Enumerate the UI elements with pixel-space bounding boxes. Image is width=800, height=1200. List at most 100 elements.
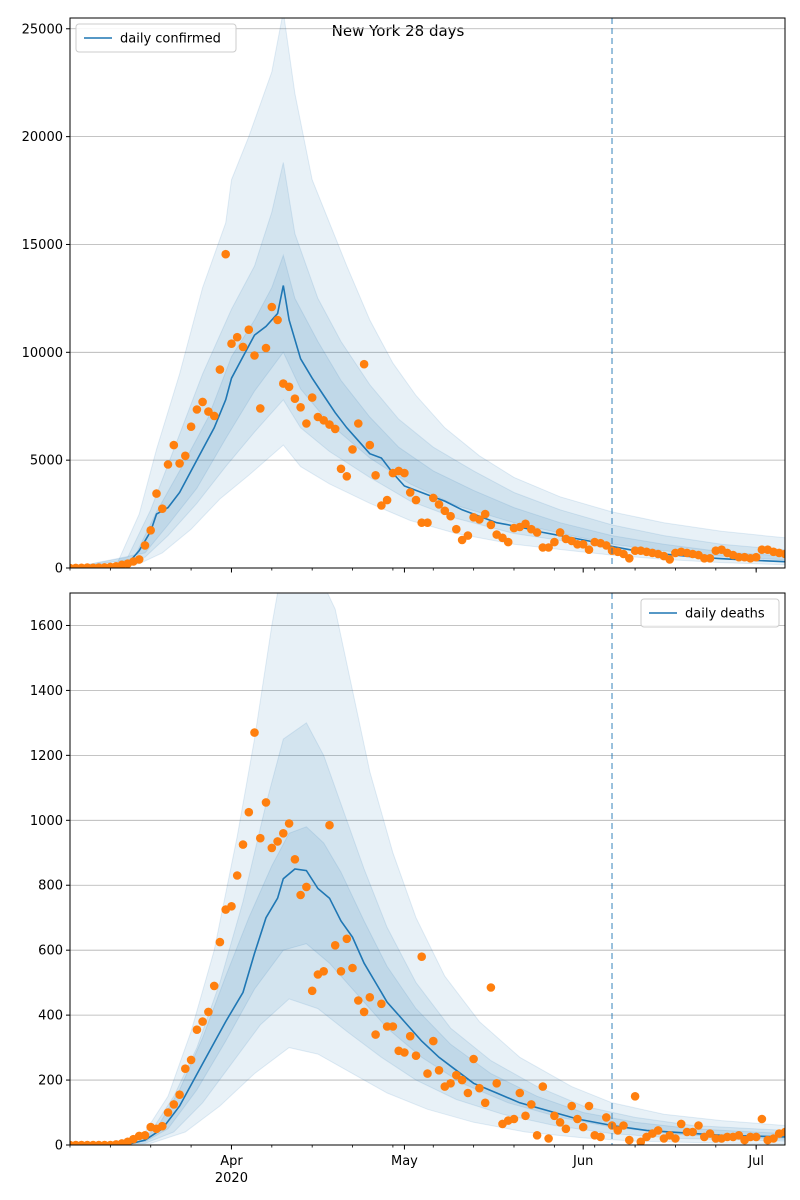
data-point [336,464,346,474]
y-tick-label: 0 [55,1139,63,1154]
data-point [215,365,225,374]
y-tick-label: 15000 [22,238,63,253]
data-point [423,518,432,527]
y-tick-label: 25000 [22,22,63,37]
legend-label: daily deaths [685,607,765,622]
data-point [521,1111,530,1121]
data-point [209,411,219,421]
data-point [209,981,219,991]
y-tick-label: 10000 [22,346,63,361]
data-point [227,339,236,349]
data-point [221,249,230,259]
data-point [400,1048,409,1057]
data-point [452,1070,461,1080]
data-point [255,833,265,843]
x-tick-label: Jun [572,1154,593,1169]
data-point [307,393,317,402]
confidence-band-middle [70,722,785,1145]
data-point [671,1134,680,1143]
data-point [348,445,357,454]
data-point [215,937,225,947]
y-tick-label: 1200 [30,749,63,764]
y-tick-label: 5000 [30,454,63,469]
data-point [290,855,300,864]
data-point [227,902,236,911]
confidence-band-outer [70,593,785,1145]
data-point [238,342,248,352]
data-point [158,1121,167,1131]
data-point [296,403,305,412]
data-point [429,1036,438,1046]
plot-frame [69,17,786,569]
data-point [255,404,265,413]
data-point [446,511,455,521]
data-point [377,501,386,510]
data-point [705,554,715,563]
data-point [411,495,421,505]
data-point [469,1054,478,1064]
y-tick-label: 20000 [22,130,63,145]
data-point [204,1007,213,1017]
confirmed-panel: 0 5000 10000 15000 20000 25000 daily confirmed [22,17,786,577]
data-point [296,890,305,900]
data-point [757,1114,767,1124]
data-point [532,528,542,537]
data-point [261,343,271,353]
data-point [140,1131,150,1140]
data-point [186,422,196,432]
data-point [613,1126,623,1135]
data-point [192,405,202,414]
data-point [550,1111,559,1121]
data-point [596,1132,605,1142]
y-tick-label: 1600 [30,619,63,634]
data-point [446,1079,455,1088]
series-line [70,868,785,1145]
data-point [630,1092,640,1101]
data-point [325,820,334,830]
data-point [463,531,473,540]
data-point [584,1101,594,1111]
data-point [625,554,634,563]
data-point [261,798,271,807]
data-point [186,1055,196,1065]
data-point [527,1100,536,1109]
data-point [365,993,375,1002]
data-point [705,1129,715,1138]
plot-area [70,593,785,1145]
legend-box [75,23,237,53]
data-point [417,952,427,961]
data-point [342,934,352,944]
confidence-band-middle [70,162,785,568]
data-point [503,537,513,547]
data-point [181,1064,190,1073]
data-point [429,493,438,503]
data-point [273,837,282,846]
data-point [279,829,288,838]
data-point [192,1025,202,1034]
data-point [359,1007,369,1017]
confidence-band-outer [70,18,785,568]
data-point [538,1082,548,1091]
data-point [377,999,386,1009]
data-point [330,424,340,434]
data-point [336,967,346,976]
plot-frame [69,592,786,1146]
y-tick-label: 800 [38,879,63,894]
data-point [480,1098,490,1108]
x-tick-label: Apr [220,1154,243,1169]
data-point [521,519,530,529]
data-point [550,537,559,547]
data-point [555,1118,565,1127]
data-point [515,1088,525,1098]
data-point [232,332,242,342]
data-point [267,302,277,312]
data-point [544,1134,553,1143]
data-point [434,500,444,509]
data-point [232,871,242,880]
data-point [158,504,167,513]
data-point [475,515,484,524]
x-tick-label: Jul [747,1154,764,1169]
series-line [70,285,785,568]
data-point [319,967,329,976]
